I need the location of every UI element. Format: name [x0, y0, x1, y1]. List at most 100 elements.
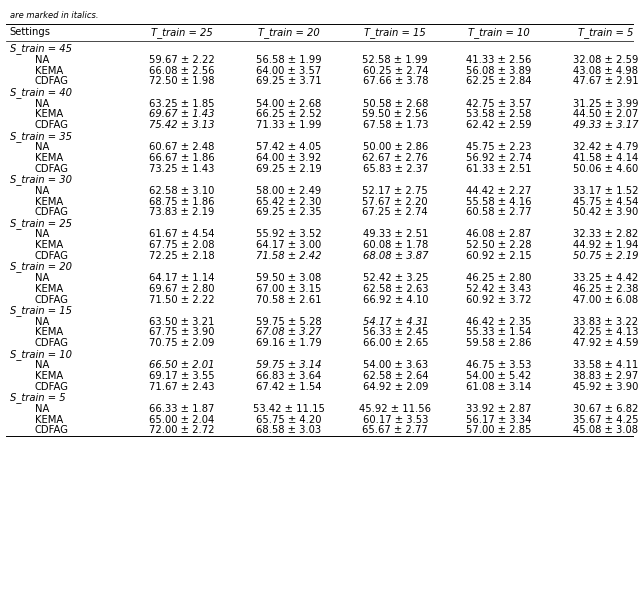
Text: 59.50 ± 3.08: 59.50 ± 3.08 [256, 273, 321, 283]
Text: 41.33 ± 2.56: 41.33 ± 2.56 [466, 55, 531, 65]
Text: 43.08 ± 4.98: 43.08 ± 4.98 [573, 66, 638, 76]
Text: 52.17 ± 2.75: 52.17 ± 2.75 [362, 186, 428, 196]
Text: 59.58 ± 2.86: 59.58 ± 2.86 [466, 338, 531, 348]
Text: 69.67 ± 2.80: 69.67 ± 2.80 [149, 284, 215, 294]
Text: 72.50 ± 1.98: 72.50 ± 1.98 [149, 77, 215, 86]
Text: 57.67 ± 2.20: 57.67 ± 2.20 [362, 196, 428, 207]
Text: 67.00 ± 3.15: 67.00 ± 3.15 [256, 284, 321, 294]
Text: 66.83 ± 3.64: 66.83 ± 3.64 [256, 371, 321, 381]
Text: 52.42 ± 3.43: 52.42 ± 3.43 [466, 284, 531, 294]
Text: 64.92 ± 2.09: 64.92 ± 2.09 [362, 382, 428, 392]
Text: 56.58 ± 1.99: 56.58 ± 1.99 [256, 55, 321, 65]
Text: 65.75 ± 4.20: 65.75 ± 4.20 [256, 414, 321, 425]
Text: Settings: Settings [10, 28, 51, 37]
Text: 56.33 ± 2.45: 56.33 ± 2.45 [363, 327, 428, 338]
Text: KEMA: KEMA [35, 284, 63, 294]
Text: CDFAG: CDFAG [35, 295, 68, 304]
Text: 55.33 ± 1.54: 55.33 ± 1.54 [466, 327, 531, 338]
Text: KEMA: KEMA [35, 327, 63, 338]
Text: T_train = 5: T_train = 5 [578, 27, 633, 38]
Text: S_train = 40: S_train = 40 [10, 87, 72, 98]
Text: CDFAG: CDFAG [35, 425, 68, 435]
Text: 60.67 ± 2.48: 60.67 ± 2.48 [149, 142, 214, 152]
Text: 69.25 ± 3.71: 69.25 ± 3.71 [256, 77, 321, 86]
Text: 72.00 ± 2.72: 72.00 ± 2.72 [149, 425, 215, 435]
Text: 52.42 ± 3.25: 52.42 ± 3.25 [362, 273, 428, 283]
Text: 66.50 ± 2.01: 66.50 ± 2.01 [149, 360, 215, 370]
Text: 71.67 ± 2.43: 71.67 ± 2.43 [149, 382, 215, 392]
Text: 47.67 ± 2.91: 47.67 ± 2.91 [573, 77, 638, 86]
Text: 69.16 ± 1.79: 69.16 ± 1.79 [256, 338, 321, 348]
Text: KEMA: KEMA [35, 66, 63, 76]
Text: NA: NA [35, 142, 49, 152]
Text: 53.58 ± 2.58: 53.58 ± 2.58 [466, 109, 531, 120]
Text: 46.08 ± 2.87: 46.08 ± 2.87 [466, 230, 531, 239]
Text: 68.58 ± 3.03: 68.58 ± 3.03 [256, 425, 321, 435]
Text: T_train = 15: T_train = 15 [364, 27, 426, 38]
Text: 62.25 ± 2.84: 62.25 ± 2.84 [466, 77, 531, 86]
Text: NA: NA [35, 55, 49, 65]
Text: 50.42 ± 3.90: 50.42 ± 3.90 [573, 207, 638, 217]
Text: S_train = 15: S_train = 15 [10, 305, 72, 316]
Text: 66.92 ± 4.10: 66.92 ± 4.10 [362, 295, 428, 304]
Text: CDFAG: CDFAG [35, 164, 68, 174]
Text: S_train = 35: S_train = 35 [10, 130, 72, 141]
Text: T_train = 25: T_train = 25 [151, 27, 213, 38]
Text: 49.33 ± 2.51: 49.33 ± 2.51 [363, 230, 428, 239]
Text: 70.75 ± 2.09: 70.75 ± 2.09 [149, 338, 215, 348]
Text: 32.33 ± 2.82: 32.33 ± 2.82 [573, 230, 638, 239]
Text: 70.58 ± 2.61: 70.58 ± 2.61 [256, 295, 321, 304]
Text: KEMA: KEMA [35, 371, 63, 381]
Text: 73.83 ± 2.19: 73.83 ± 2.19 [149, 207, 214, 217]
Text: CDFAG: CDFAG [35, 207, 68, 217]
Text: 60.92 ± 2.15: 60.92 ± 2.15 [466, 251, 532, 261]
Text: NA: NA [35, 273, 49, 283]
Text: 58.00 ± 2.49: 58.00 ± 2.49 [256, 186, 321, 196]
Text: 54.00 ± 3.63: 54.00 ± 3.63 [363, 360, 428, 370]
Text: 62.42 ± 2.59: 62.42 ± 2.59 [466, 120, 532, 130]
Text: CDFAG: CDFAG [35, 77, 68, 86]
Text: 67.42 ± 1.54: 67.42 ± 1.54 [256, 382, 321, 392]
Text: 54.17 ± 4.31: 54.17 ± 4.31 [362, 316, 428, 327]
Text: 66.33 ± 1.87: 66.33 ± 1.87 [149, 404, 214, 414]
Text: 59.75 ± 5.28: 59.75 ± 5.28 [256, 316, 321, 327]
Text: 62.67 ± 2.76: 62.67 ± 2.76 [362, 153, 428, 163]
Text: 68.08 ± 3.87: 68.08 ± 3.87 [362, 251, 428, 261]
Text: 64.17 ± 3.00: 64.17 ± 3.00 [256, 240, 321, 250]
Text: 52.50 ± 2.28: 52.50 ± 2.28 [466, 240, 531, 250]
Text: NA: NA [35, 404, 49, 414]
Text: NA: NA [35, 98, 49, 109]
Text: 66.08 ± 2.56: 66.08 ± 2.56 [149, 66, 215, 76]
Text: 63.50 ± 3.21: 63.50 ± 3.21 [149, 316, 214, 327]
Text: 67.58 ± 1.73: 67.58 ± 1.73 [362, 120, 428, 130]
Text: 68.75 ± 1.86: 68.75 ± 1.86 [149, 196, 215, 207]
Text: S_train = 30: S_train = 30 [10, 175, 72, 185]
Text: 69.25 ± 2.19: 69.25 ± 2.19 [256, 164, 321, 174]
Text: 64.00 ± 3.92: 64.00 ± 3.92 [256, 153, 321, 163]
Text: 60.92 ± 3.72: 60.92 ± 3.72 [466, 295, 531, 304]
Text: 59.75 ± 3.14: 59.75 ± 3.14 [256, 360, 321, 370]
Text: 50.00 ± 2.86: 50.00 ± 2.86 [363, 142, 428, 152]
Text: 61.33 ± 2.51: 61.33 ± 2.51 [466, 164, 531, 174]
Text: 52.58 ± 1.99: 52.58 ± 1.99 [362, 55, 428, 65]
Text: 45.75 ± 4.54: 45.75 ± 4.54 [573, 196, 638, 207]
Text: KEMA: KEMA [35, 414, 63, 425]
Text: 59.67 ± 2.22: 59.67 ± 2.22 [149, 55, 215, 65]
Text: 71.33 ± 1.99: 71.33 ± 1.99 [256, 120, 321, 130]
Text: 33.25 ± 4.42: 33.25 ± 4.42 [573, 273, 638, 283]
Text: CDFAG: CDFAG [35, 338, 68, 348]
Text: 67.75 ± 3.90: 67.75 ± 3.90 [149, 327, 215, 338]
Text: 45.92 ± 11.56: 45.92 ± 11.56 [359, 404, 431, 414]
Text: 54.00 ± 5.42: 54.00 ± 5.42 [466, 371, 531, 381]
Text: 55.92 ± 3.52: 55.92 ± 3.52 [256, 230, 321, 239]
Text: 56.08 ± 3.89: 56.08 ± 3.89 [466, 66, 531, 76]
Text: 42.25 ± 4.13: 42.25 ± 4.13 [573, 327, 638, 338]
Text: 54.00 ± 2.68: 54.00 ± 2.68 [256, 98, 321, 109]
Text: 50.75 ± 2.19: 50.75 ± 2.19 [573, 251, 638, 261]
Text: 66.25 ± 2.52: 66.25 ± 2.52 [256, 109, 321, 120]
Text: 64.17 ± 1.14: 64.17 ± 1.14 [149, 273, 215, 283]
Text: 56.17 ± 3.34: 56.17 ± 3.34 [466, 414, 531, 425]
Text: 32.42 ± 4.79: 32.42 ± 4.79 [573, 142, 638, 152]
Text: NA: NA [35, 360, 49, 370]
Text: 44.42 ± 2.27: 44.42 ± 2.27 [466, 186, 531, 196]
